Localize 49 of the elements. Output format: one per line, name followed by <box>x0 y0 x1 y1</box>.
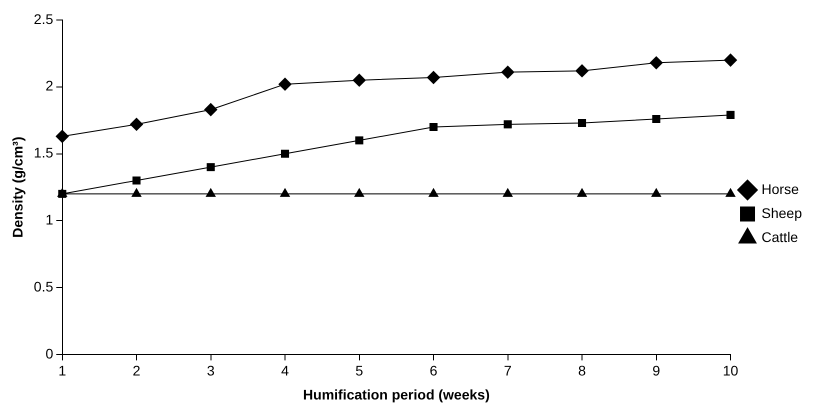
point <box>354 188 364 197</box>
point <box>650 56 663 70</box>
x-tick-label: 8 <box>578 362 586 379</box>
point <box>578 118 586 128</box>
y-axis-title: Density (g/cm³) <box>9 136 26 238</box>
y-tick-label: 1.5 <box>34 144 54 161</box>
y-tick-label: 0 <box>45 345 54 362</box>
point <box>56 130 69 143</box>
point <box>428 188 438 197</box>
point <box>652 114 660 124</box>
point <box>577 188 587 197</box>
legend-label: Horse <box>762 180 800 197</box>
legend-label: Sheep <box>762 204 802 221</box>
point <box>726 110 735 120</box>
x-tick-label: 7 <box>504 362 512 379</box>
y-tick-label: 2 <box>45 78 54 94</box>
point <box>206 163 215 172</box>
point <box>429 122 438 132</box>
point <box>130 118 144 131</box>
point <box>278 78 292 91</box>
point <box>280 150 290 158</box>
x-axis-title: Humification period (weeks) <box>303 386 490 402</box>
point <box>501 66 514 79</box>
legend-label: Cattle <box>762 228 798 245</box>
point <box>726 188 736 197</box>
y-tick-label: 2.5 <box>34 10 54 27</box>
y-tick-label: 1 <box>45 212 54 228</box>
point <box>502 188 513 197</box>
point <box>204 103 218 116</box>
y-tick-label: 0.5 <box>34 278 54 294</box>
point <box>355 136 364 144</box>
point <box>724 54 738 67</box>
point <box>280 188 290 197</box>
x-tick-label: 5 <box>355 362 364 379</box>
x-tick-label: 1 <box>58 362 66 379</box>
point <box>576 64 589 78</box>
point <box>427 71 440 84</box>
point <box>206 188 216 197</box>
x-tick-label: 6 <box>430 362 438 379</box>
x-tick-label: 2 <box>132 362 141 379</box>
point <box>132 176 141 185</box>
point <box>504 120 512 128</box>
point <box>651 188 662 197</box>
point <box>132 188 142 197</box>
point <box>352 74 366 87</box>
x-tick-label: 3 <box>206 362 215 379</box>
x-tick-label: 10 <box>722 362 739 379</box>
x-tick-label: 4 <box>281 362 290 379</box>
x-tick-label: 9 <box>652 362 660 379</box>
